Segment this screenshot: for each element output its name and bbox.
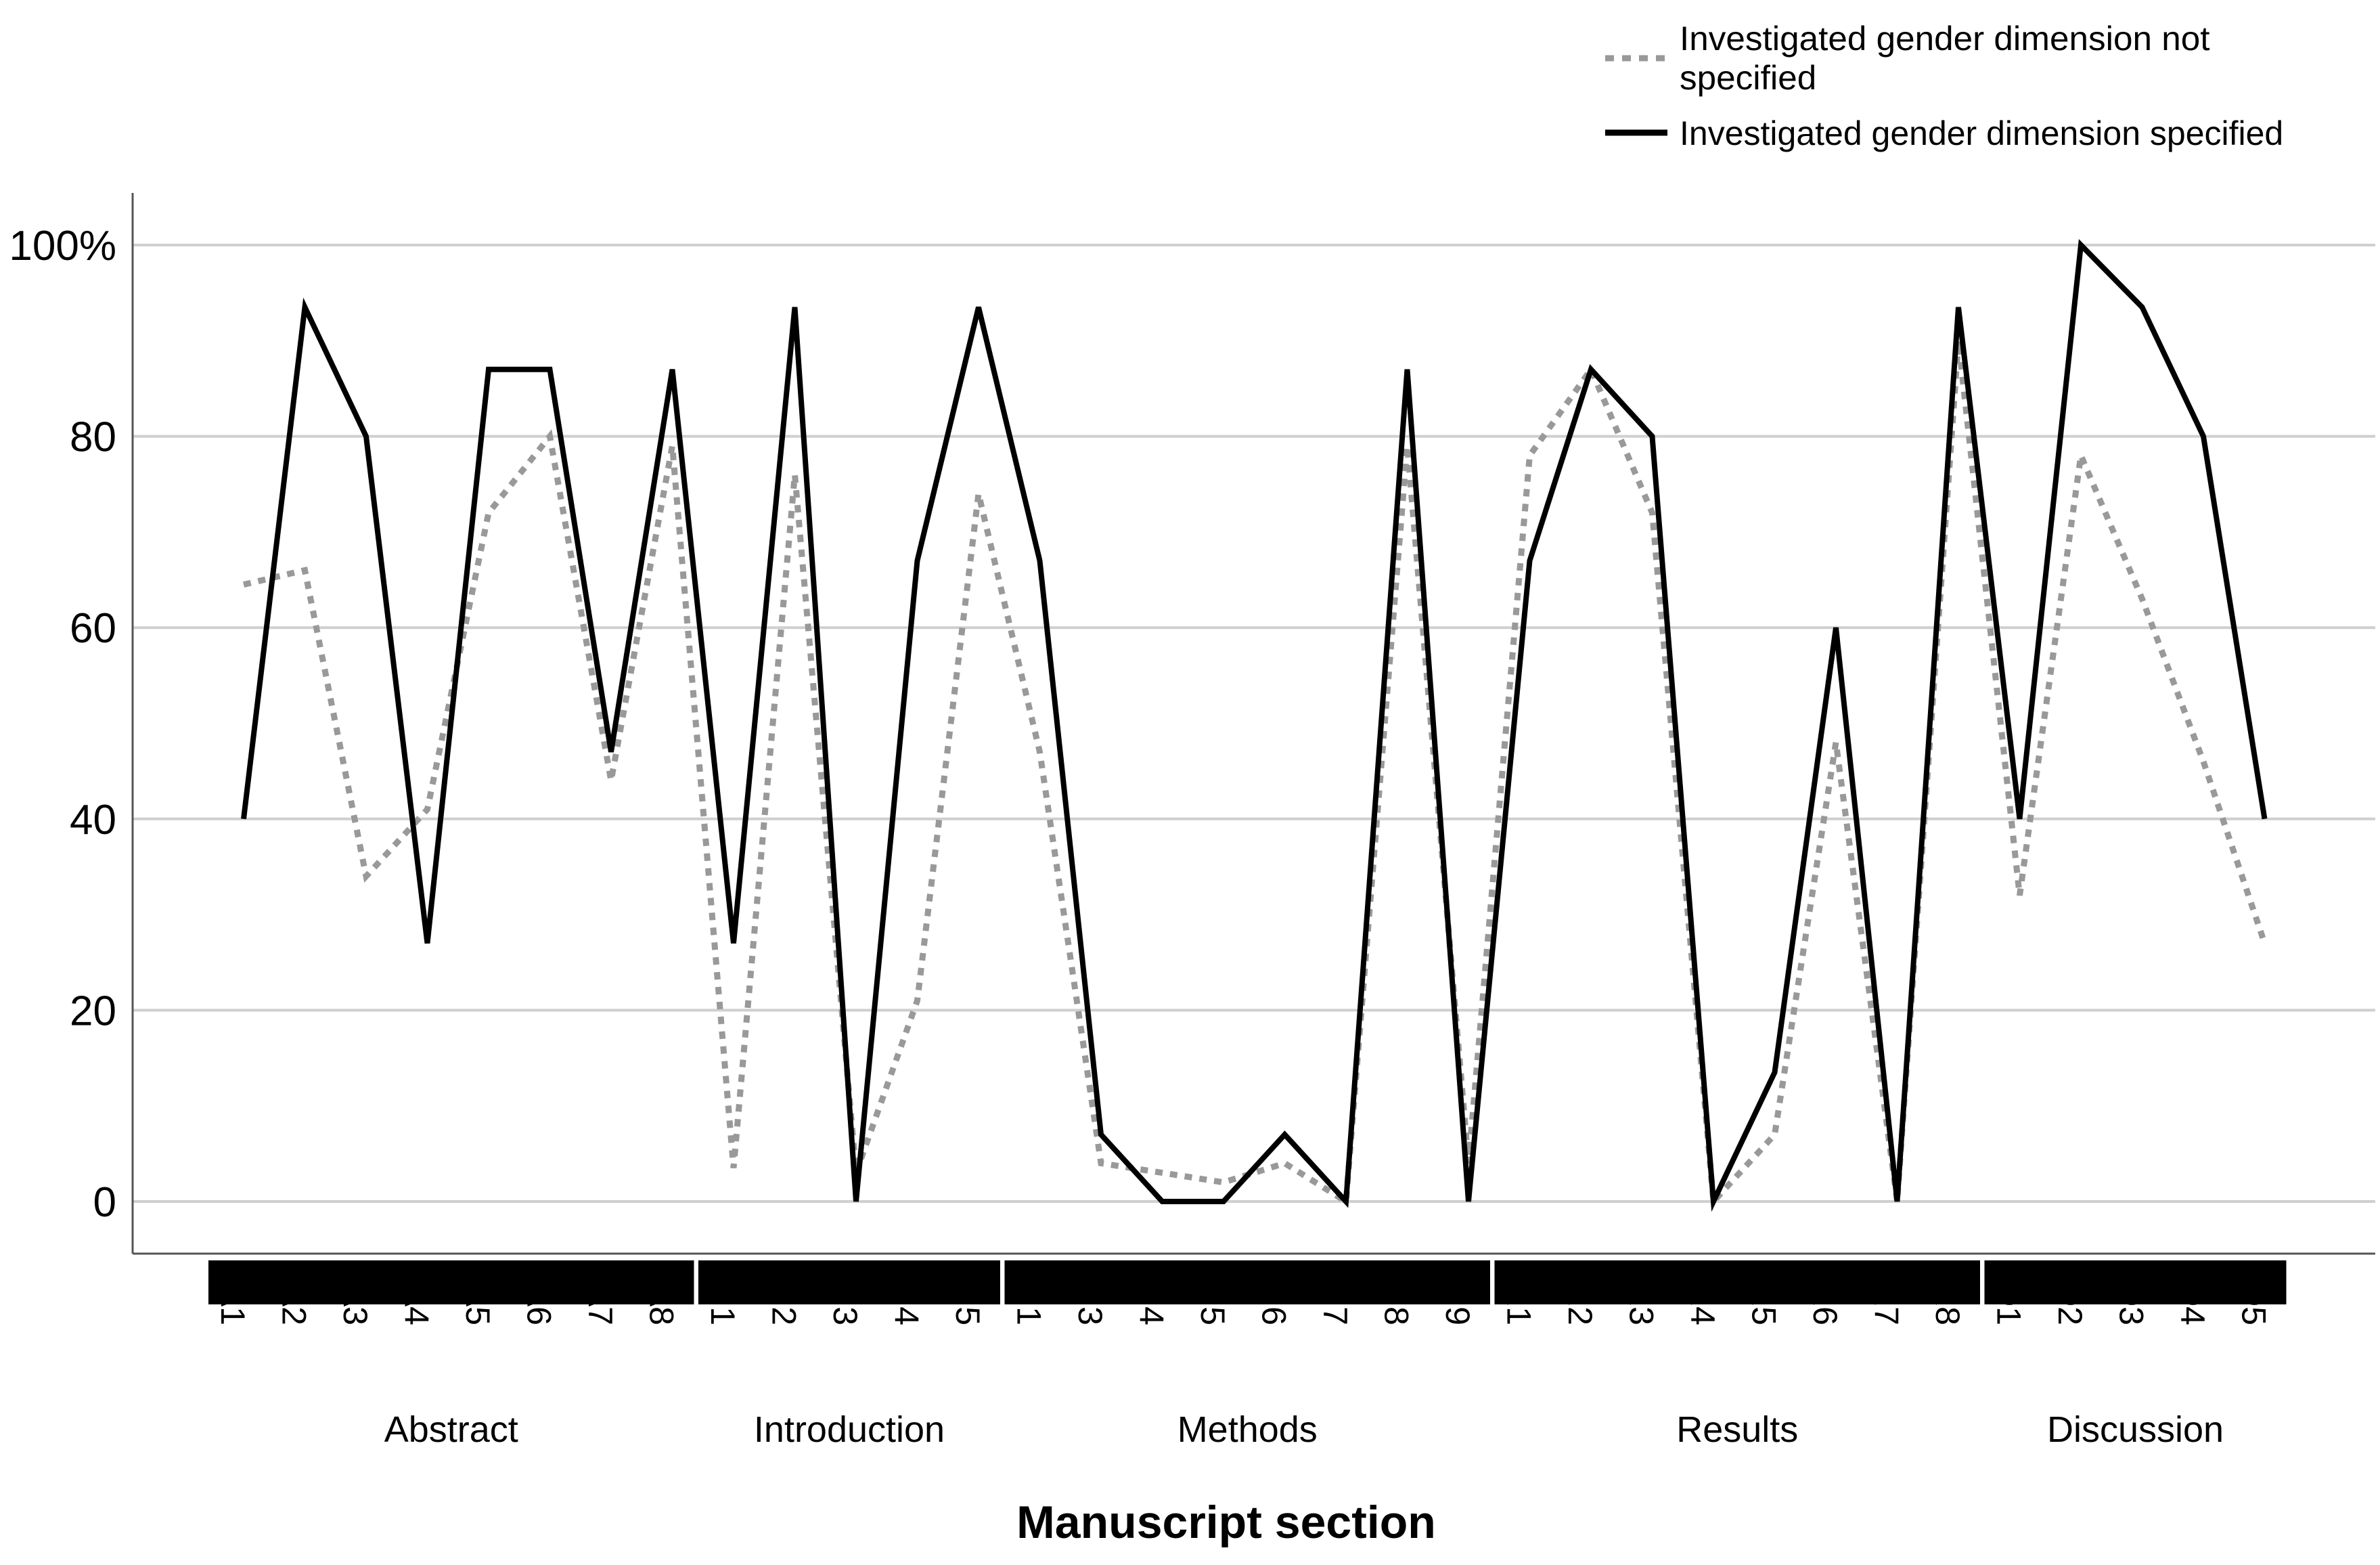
x-tick-label-R6: R6	[1806, 1282, 1844, 1325]
x-tick-label-D1: D1	[1990, 1282, 2027, 1325]
x-tick-label-D3: D3	[2112, 1282, 2150, 1325]
x-tick-label-I2: I2	[765, 1297, 803, 1325]
section-label-methods: Methods	[1177, 1409, 1318, 1450]
x-tick-label-R4: R4	[1684, 1282, 1722, 1325]
x-tick-label-A8: A8	[642, 1284, 680, 1325]
section-bar-methods	[1004, 1260, 1490, 1304]
y-tick-label-80: 80	[70, 414, 116, 461]
section-label-introduction: Introduction	[754, 1409, 945, 1450]
legend-label-specified: Investigated gender dimension specified	[1680, 114, 2283, 152]
x-tick-label-A1: A1	[214, 1284, 252, 1325]
x-tick-label-R8: R8	[1929, 1282, 1967, 1325]
x-tick-labels: A1 A2 A3 A4 A5 A6 A7 A8 I1 I2 I3 I4 I5 M1 M3 M4 M5 M6 M7 M8…	[214, 1279, 2273, 1325]
x-tick-label-M3: M3	[1071, 1279, 1109, 1325]
x-tick-label-A2: A2	[275, 1284, 313, 1325]
gridlines	[133, 244, 2375, 1203]
x-tick-label-I4: I4	[887, 1297, 925, 1325]
x-tick-label-M4: M4	[1132, 1279, 1170, 1325]
section-label-abstract: Abstract	[384, 1409, 518, 1450]
x-tick-label-M9: M9	[1439, 1279, 1477, 1325]
x-tick-label-M5: M5	[1194, 1279, 1232, 1325]
y-tick-label-20: 20	[70, 988, 116, 1034]
y-tick-label-100: 100%	[9, 223, 116, 269]
x-tick-label-R3: R3	[1622, 1282, 1660, 1325]
legend: Investigated gender dimension not specif…	[1605, 20, 2283, 152]
x-tick-label-I1: I1	[704, 1297, 742, 1325]
legend-label-not-specified: Investigated gender dimension not specif…	[1680, 20, 2220, 97]
y-tick-labels: 0 20 40 60 80 100%	[9, 223, 116, 1226]
legend-label-line-1: Investigated gender dimension not	[1680, 20, 2210, 58]
x-axis-title: Manuscript section	[1016, 1497, 1436, 1548]
x-tick-label-M6: M6	[1255, 1279, 1293, 1325]
x-tick-label-D2: D2	[2051, 1282, 2089, 1325]
section-label-discussion: Discussion	[2047, 1409, 2224, 1450]
x-tick-label-D5: D5	[2235, 1282, 2272, 1325]
section-bars	[208, 1260, 2287, 1304]
axes	[131, 193, 2375, 1255]
x-tick-label-M1: M1	[1010, 1279, 1048, 1325]
x-tick-label-I3: I3	[826, 1297, 864, 1325]
series-line-specified	[241, 239, 2268, 1212]
x-tick-label-R7: R7	[1867, 1282, 1905, 1325]
x-tick-label-M8: M8	[1377, 1279, 1415, 1325]
x-tick-label-R2: R2	[1561, 1282, 1599, 1325]
section-bar-results	[1494, 1260, 1980, 1304]
section-labels: Abstract Introduction Methods Results Discus…	[384, 1409, 2224, 1450]
x-tick-label-A4: A4	[397, 1284, 435, 1325]
x-tick-label-R1: R1	[1500, 1282, 1537, 1325]
x-tick-label-A7: A7	[581, 1284, 619, 1325]
section-label-results: Results	[1676, 1409, 1798, 1450]
section-bar-abstract	[208, 1260, 694, 1304]
section-bar-discussion	[1984, 1260, 2287, 1304]
legend-label-line-2: specified	[1680, 59, 1816, 97]
x-tick-label-R5: R5	[1745, 1282, 1782, 1325]
x-tick-label-A5: A5	[459, 1284, 497, 1325]
x-tick-label-M7: M7	[1316, 1279, 1354, 1325]
x-tick-label-A6: A6	[520, 1284, 558, 1325]
section-bar-introduction	[698, 1260, 1000, 1304]
y-tick-label-40: 40	[70, 797, 116, 843]
y-tick-label-0: 0	[93, 1179, 116, 1226]
x-tick-label-A3: A3	[336, 1284, 374, 1325]
series-line-not-specified	[242, 340, 2268, 1209]
x-tick-label-D4: D4	[2174, 1282, 2211, 1325]
series-lines	[241, 239, 2268, 1212]
x-tick-label-I5: I5	[949, 1297, 987, 1325]
y-tick-label-60: 60	[70, 605, 116, 652]
